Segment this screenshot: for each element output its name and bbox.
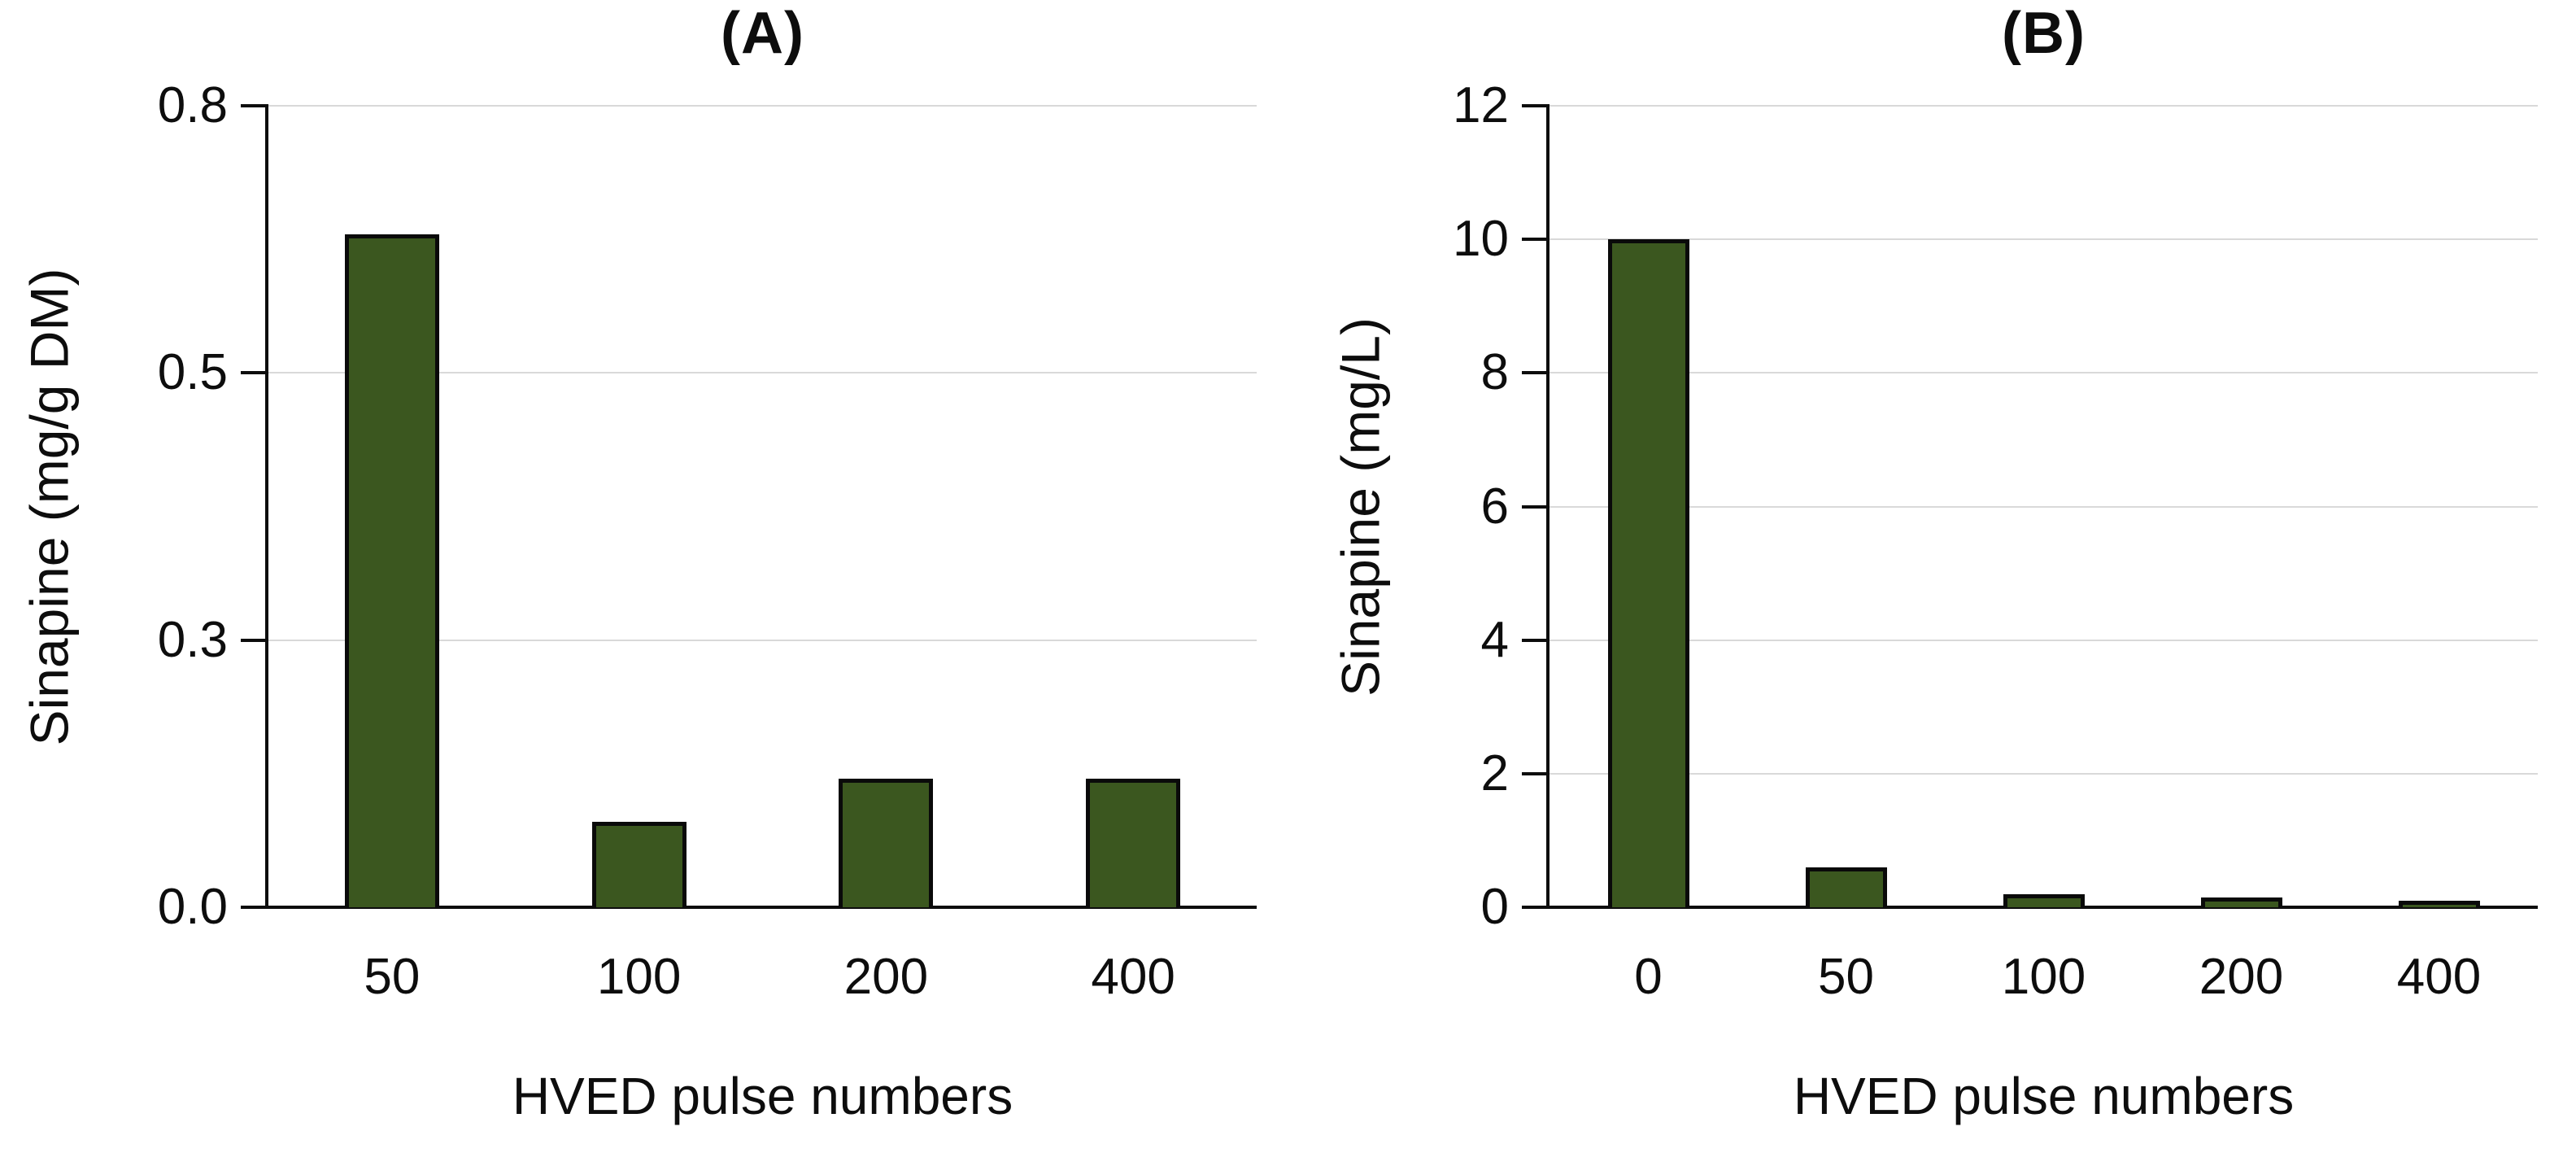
y-gridline [1550, 772, 2538, 775]
panel-a-plot-area: 0.0 0.3 0.5 0.8 50 100 200 400 [158, 77, 1257, 1005]
bar-50 [1805, 867, 1887, 907]
bar-50 [344, 234, 439, 907]
panel-b-plot-area: 0 2 4 6 8 10 12 0 50 100 200 400 [1453, 77, 2538, 1005]
y-tick-label: 0.5 [157, 344, 228, 401]
x-axis-line [1522, 906, 2538, 909]
panel-a-x-axis-title: HVED pulse numbers [512, 1067, 1013, 1125]
y-tick-label: 2 [1480, 745, 1509, 801]
y-tick-label: 10 [1453, 211, 1509, 268]
x-axis-line [241, 906, 1257, 909]
bar-200 [2200, 897, 2282, 907]
bar-200 [839, 779, 934, 907]
y-gridline [268, 105, 1257, 107]
y-tick-label: 8 [1480, 344, 1509, 401]
y-tick-mark [241, 371, 268, 375]
y-tick-mark [241, 104, 268, 107]
x-tick-label: 100 [596, 949, 682, 1005]
y-tick-label: 0.3 [157, 611, 228, 668]
y-tick-mark [1522, 371, 1550, 375]
panel-b-title: (B) [2002, 1, 2086, 66]
bar-100 [2003, 893, 2085, 907]
bar-400 [2398, 900, 2480, 907]
bar-400 [1086, 779, 1181, 907]
y-tick-label: 4 [1480, 611, 1509, 668]
x-tick-label: 200 [2199, 949, 2284, 1005]
y-gridline [268, 639, 1257, 641]
y-tick-mark [1522, 504, 1550, 509]
x-tick-label: 200 [843, 949, 929, 1005]
x-tick-label: 400 [2396, 949, 2482, 1005]
y-tick-label: 0 [1480, 879, 1509, 935]
panel-b-x-axis-title: HVED pulse numbers [1793, 1067, 2295, 1125]
y-tick-mark [1522, 104, 1550, 107]
bar-0 [1607, 239, 1689, 907]
y-gridline [1550, 238, 2538, 241]
x-tick-label: 50 [1818, 949, 1874, 1005]
y-gridline [268, 372, 1257, 374]
bar-100 [591, 821, 686, 907]
x-tick-label: 50 [364, 949, 421, 1005]
y-tick-label: 6 [1480, 478, 1509, 535]
y-tick-mark [1522, 238, 1550, 242]
y-tick-mark [241, 638, 268, 642]
y-tick-label: 12 [1453, 77, 1509, 133]
panel-a-title: (A) [721, 1, 804, 66]
panel-a-y-axis-title: Sinapine (mg/g DM) [19, 268, 79, 745]
x-tick-label: 400 [1091, 949, 1175, 1005]
y-gridline [1550, 105, 2538, 107]
y-tick-mark [1522, 638, 1550, 642]
x-tick-label: 0 [1634, 949, 1663, 1005]
y-axis-line [265, 104, 268, 909]
y-axis-line [1546, 104, 1550, 909]
y-gridline [1550, 372, 2538, 374]
y-gridline [1550, 505, 2538, 508]
x-tick-label: 100 [2001, 949, 2086, 1005]
y-tick-label: 0.8 [157, 77, 228, 133]
y-tick-label: 0.0 [157, 879, 228, 935]
y-gridline [1550, 639, 2538, 641]
y-tick-mark [1522, 771, 1550, 775]
